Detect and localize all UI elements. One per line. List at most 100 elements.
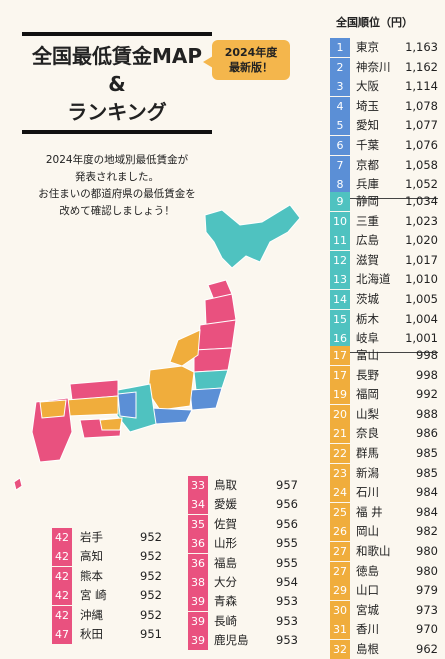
wage-value: 955 [276,536,298,551]
prefecture-name: 徳島 [356,563,379,578]
ranking-row: 25 福 井 984 [330,502,438,522]
rank-number: 17 [330,346,350,365]
rank-number: 24 [330,483,350,503]
prefecture-name: 福岡 [356,387,379,402]
prefecture-name: 岩手 [80,530,103,544]
title-line-3: ランキング [67,100,167,124]
ranking-row: 5 愛知 1,077 [330,116,438,136]
prefecture-name: 静岡 [356,194,379,208]
ranking-row: 33 鳥取 957 [188,476,298,495]
ranking-row: 23 新潟 985 [330,463,438,483]
prefecture-name: 山梨 [356,406,379,421]
ranking-row: 1 東京 1,163 [330,38,438,57]
title-line-1: 全国最低賃金MAP [31,44,203,68]
wage-value: 956 [276,516,298,531]
tier-separator [330,197,438,199]
map-hokkaido [204,204,301,269]
prefecture-name: 宮 崎 [80,588,107,603]
badge-line-1: 2024年度 [224,46,278,59]
wage-value: 1,076 [405,138,438,152]
ranking-row: 16 岐阜 1,001 [330,329,438,349]
wage-value: 998 [416,348,438,362]
prefecture-name: 三重 [356,213,379,228]
ranking-row: 42 熊本 952 [52,566,162,586]
ranking-row: 2 神奈川 1,162 [330,57,438,77]
wage-value: 952 [140,607,162,622]
prefecture-name: 岡山 [356,524,379,539]
prefecture-name: 青森 [214,594,237,609]
badge-line-2: 最新版！ [229,61,273,74]
prefecture-name: 北海道 [356,272,391,287]
prefecture-name: 大阪 [356,79,379,94]
rank-number: 6 [330,136,350,155]
prefecture-name: 千葉 [356,138,379,152]
wage-value: 955 [276,555,298,570]
prefecture-name: 福 井 [356,504,383,519]
rank-number: 42 [52,528,72,547]
wage-value: 957 [276,478,298,492]
wage-value: 979 [416,583,438,598]
prefecture-name: 高知 [80,549,103,564]
ranking-row: 12 滋賀 1,017 [330,250,438,270]
rank-number: 34 [188,495,208,515]
prefecture-name: 富山 [356,348,379,362]
ranking-row: 47 秋田 951 [52,625,162,644]
ranking-row: 39 鹿児島 953 [188,631,298,651]
rank-number: 39 [188,631,208,651]
prefecture-name: 長崎 [214,613,237,628]
rank-number: 13 [330,270,350,290]
wage-value: 973 [416,602,438,617]
ranking-row: 24 石川 984 [330,483,438,503]
ranking-row: 15 栃木 1,004 [330,309,438,329]
prefecture-name: 長野 [356,367,379,382]
wage-value: 998 [416,367,438,382]
wage-value: 952 [140,530,162,544]
rank-number: 1 [330,38,350,57]
rank-number: 2 [330,57,350,77]
ranking-row: 27 徳島 980 [330,561,438,581]
title-top-rule [22,32,212,36]
ranking-row: 17 富山 998 [330,346,438,365]
wage-value: 980 [416,544,438,558]
wage-value: 1,058 [405,157,438,172]
wage-value: 953 [276,594,298,609]
intro-line-4: 改めて確認しましょう！ [59,205,175,217]
wage-value: 985 [416,465,438,480]
wage-value: 1,034 [405,194,438,208]
prefecture-name: 宮城 [356,602,379,617]
wage-value: 980 [416,563,438,578]
ranking-row: 26 岡山 982 [330,522,438,542]
prefecture-name: 大分 [214,575,237,589]
ranking-row: 39 青森 953 [188,592,298,612]
wage-value: 953 [276,613,298,628]
wage-value: 1,163 [405,40,438,54]
wage-value: 970 [416,622,438,637]
wage-value: 1,078 [405,98,438,113]
ranking-row: 38 大分 954 [188,573,298,592]
ranking-row: 19 福岡 992 [330,385,438,405]
wage-value: 1,001 [405,331,438,346]
ranking-row: 4 埼玉 1,078 [330,96,438,116]
rank-number: 29 [330,581,350,601]
wage-value: 986 [416,426,438,441]
wage-value: 1,052 [405,177,438,192]
ranking-row: 3 大阪 1,114 [330,77,438,97]
wage-value: 1,010 [405,272,438,287]
map-kanto-south [189,387,223,411]
map-okinawa [13,477,23,491]
map-niigata [169,329,201,367]
ranking-row: 8 兵庫 1,052 [330,175,438,195]
ranking-row: 20 山梨 988 [330,404,438,424]
japan-map [13,204,301,491]
prefecture-name: 茨城 [356,292,379,306]
intro-text: 2024年度の地域別最低賃金が 発表されました。 お住まいの都道府県の最低賃金を… [12,152,222,220]
rank-number: 9 [330,192,350,211]
ranking-header: 全国順位（円） [336,16,413,29]
wage-value: 952 [140,588,162,603]
prefecture-name: 和歌山 [356,544,391,558]
rank-number: 33 [188,476,208,495]
rank-number: 22 [330,444,350,463]
wage-value: 984 [416,485,438,500]
